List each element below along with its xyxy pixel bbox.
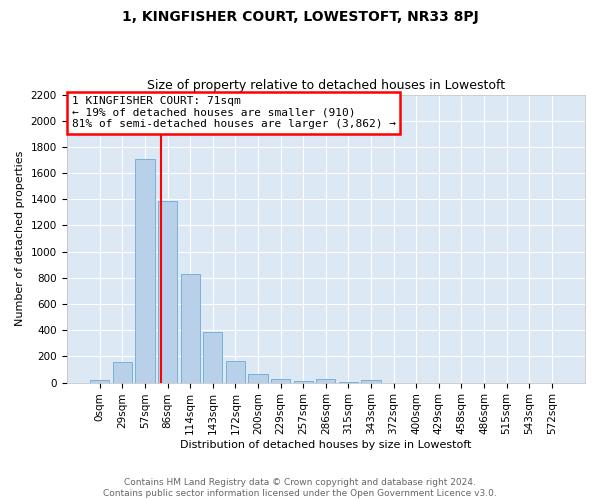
Text: 1, KINGFISHER COURT, LOWESTOFT, NR33 8PJ: 1, KINGFISHER COURT, LOWESTOFT, NR33 8PJ (122, 10, 478, 24)
Bar (248, 374, 268, 382)
Y-axis label: Number of detached properties: Number of detached properties (15, 151, 25, 326)
Bar (113, 362, 132, 382)
X-axis label: Distribution of detached houses by size in Lowestoft: Distribution of detached houses by size … (180, 440, 472, 450)
Text: Contains HM Land Registry data © Crown copyright and database right 2024.
Contai: Contains HM Land Registry data © Crown c… (103, 478, 497, 498)
Bar (203, 332, 223, 382)
Bar (136, 158, 155, 382)
Bar (90, 380, 109, 382)
Bar (361, 380, 380, 382)
Bar (226, 361, 245, 382)
Text: 1 KINGFISHER COURT: 71sqm
← 19% of detached houses are smaller (910)
81% of semi: 1 KINGFISHER COURT: 71sqm ← 19% of detac… (72, 96, 396, 129)
Bar (181, 274, 200, 382)
Bar (271, 378, 290, 382)
Bar (316, 380, 335, 382)
Title: Size of property relative to detached houses in Lowestoft: Size of property relative to detached ho… (147, 79, 505, 92)
Bar (158, 200, 177, 382)
